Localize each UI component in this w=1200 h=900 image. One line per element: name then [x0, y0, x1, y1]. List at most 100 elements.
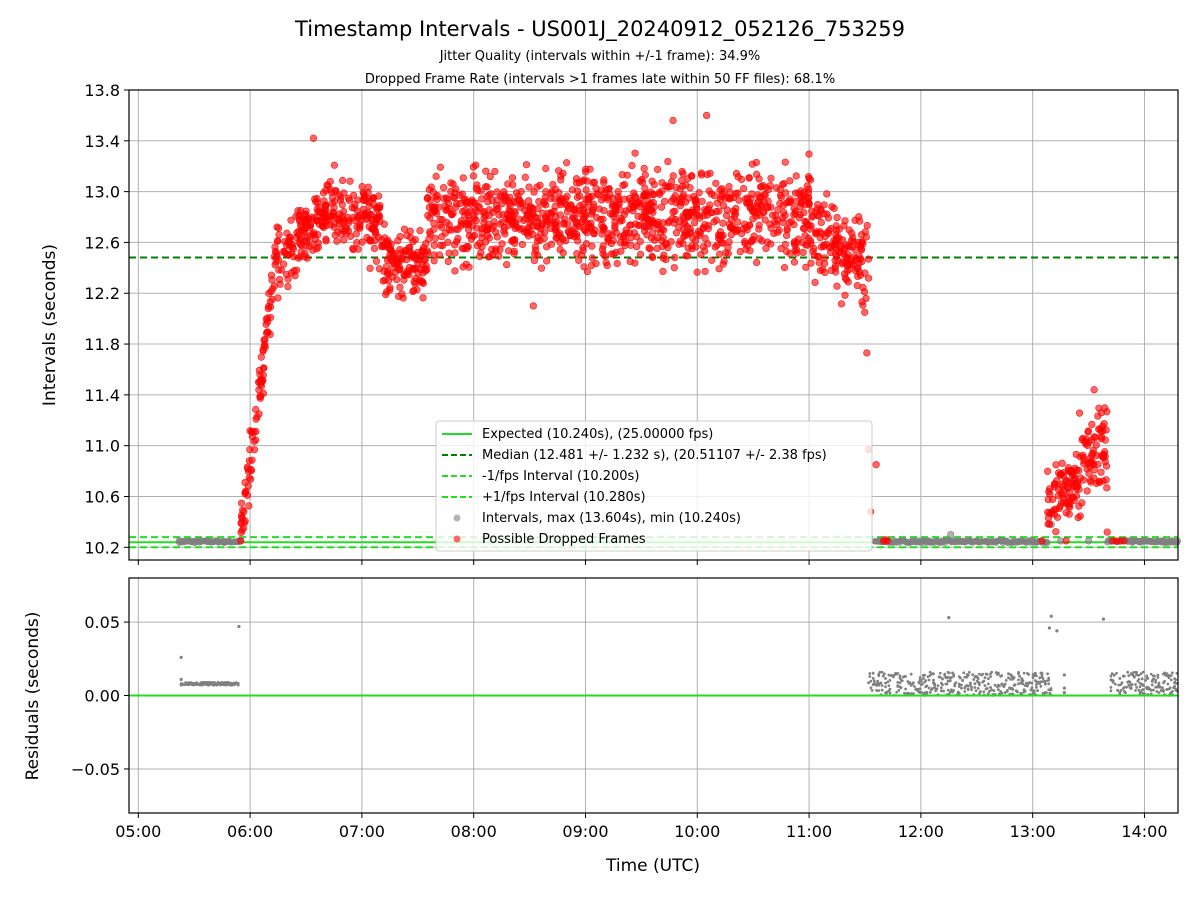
dropped-frame-point-1493: [683, 209, 691, 217]
dropped-frame-point-41: [246, 446, 254, 454]
top-plot-frame: [128, 89, 1179, 561]
residual-point-667: [179, 655, 183, 659]
dropped-frame-point-1652: [854, 272, 862, 281]
residual-point-612: [1153, 674, 1156, 678]
residual-point-207: [904, 675, 907, 678]
residual-point-234: [919, 690, 923, 694]
dropped-frame-point-1479: [650, 219, 658, 227]
dropped-frame-point-1833: [1095, 477, 1103, 485]
dropped-frame-point-888: [752, 258, 761, 266]
dropped-frame-point-1830: [1101, 457, 1109, 466]
dropped-frame-point-707: [638, 178, 647, 186]
dropped-frame-point-1334: [444, 238, 452, 246]
dropped-frame-point-1556: [837, 300, 846, 308]
dropped-frame-point-1180: [540, 228, 549, 237]
dropped-frame-point-1490: [582, 240, 591, 248]
dropped-frame-point-232: [306, 224, 314, 232]
dropped-frame-point-1827: [1085, 469, 1093, 478]
dropped-frame-point-1521: [761, 191, 769, 199]
residual-point-283: [941, 677, 944, 681]
legend-intervals-label: Intervals, max (13.604s), min (10.240s): [482, 511, 741, 526]
dropped-frame-point-1822: [1084, 428, 1092, 436]
residual-point-140: [868, 675, 872, 678]
residual-point-405: [1000, 674, 1004, 678]
dropped-frame-point-1459: [591, 226, 599, 234]
dropped-frame-point-919: [761, 216, 769, 224]
top-y-ticks: 10.2 10.6 11.0 11.4 11.8 12.2 12.6 13.0 13.4 13.8: [84, 81, 129, 557]
dropped-frame-point-1315: [459, 263, 467, 271]
residual-point-675: [1062, 686, 1066, 690]
dropped-frame-point-88: [237, 519, 245, 528]
residual-point-339: [966, 688, 970, 691]
dropped-frame-point-1176: [600, 176, 608, 184]
dropped-frame-point-1636: [805, 174, 813, 183]
residual-point-310: [952, 673, 956, 677]
dropped-frame-point-1563: [863, 221, 871, 230]
x-tick-label-7: 12:00: [898, 822, 944, 841]
dropped-frame-point-1341: [476, 252, 484, 261]
dropped-frame-point-1673: [835, 225, 843, 233]
dropped-frame-point-1804: [1078, 499, 1086, 507]
residual-point-639: [1165, 687, 1169, 691]
residual-point-194: [896, 684, 900, 688]
dropped-frame-point-1719: [1044, 467, 1052, 475]
dropped-frame-point-1751: [1072, 492, 1081, 500]
dropped-frame-point-1246: [473, 208, 481, 216]
dropped-frame-point-1408: [622, 207, 630, 215]
legend-expected-label: Expected (10.240s), (25.00000 fps): [482, 427, 713, 442]
dropped-frame-point-1027: [732, 169, 741, 178]
residual-point-545: [1122, 674, 1126, 678]
dropped-frame-point-144: [284, 282, 292, 291]
dropped-frame-point-892: [779, 218, 787, 226]
dropped-frame-point-1634: [833, 282, 841, 290]
dropped-frame-point-1468: [473, 242, 481, 250]
dropped-frame-point-1264: [719, 260, 727, 268]
dropped-frame-point-1224: [712, 216, 720, 224]
dropped-frame-point-1856: [1038, 537, 1046, 545]
x-tick-label-0: 05:00: [115, 822, 161, 841]
residual-point-139: [867, 681, 871, 685]
dropped-frame-point-1416: [689, 211, 697, 220]
dropped-frame-point-1206: [504, 180, 512, 188]
residual-point-530: [1113, 682, 1117, 686]
residual-point-396: [996, 672, 1000, 676]
residual-point-492: [1038, 676, 1042, 680]
dropped-frame-point-444: [410, 277, 418, 286]
dropped-frame-point-1442: [692, 200, 700, 208]
dropped-frame-point-196: [274, 256, 282, 264]
residual-point-594: [1145, 674, 1149, 678]
dropped-frame-point-484: [413, 286, 421, 294]
dropped-frame-point-435: [403, 231, 411, 240]
residual-point-512: [1047, 678, 1051, 682]
dropped-frame-point-1216: [522, 161, 531, 169]
residual-point-638: [1165, 672, 1169, 676]
dropped-frame-point-1220: [616, 217, 624, 225]
dropped-frame-point-1449: [581, 210, 589, 218]
residual-point-478: [1032, 689, 1036, 693]
dropped-frame-point-1469: [723, 206, 731, 214]
dropped-frame-point-1503: [513, 223, 521, 231]
dropped-frame-point-1447: [532, 213, 540, 221]
residual-point-549: [1126, 670, 1130, 674]
dropped-frame-point-1023: [447, 226, 455, 234]
residual-point-580: [1139, 690, 1143, 694]
dropped-frame-point-1338: [556, 245, 564, 254]
dropped-frame-point-1115: [445, 249, 453, 257]
residual-point-253: [927, 678, 931, 682]
residual-point-437: [1013, 683, 1017, 687]
dropped-frame-point-207: [272, 248, 280, 257]
residual-point-652: [1171, 689, 1174, 693]
dropped-frame-point-1676: [834, 233, 842, 241]
dropped-frame-point-1002: [508, 174, 517, 182]
dropped-frame-point-830: [433, 195, 441, 204]
residual-point-164: [880, 670, 884, 674]
dropped-frame-point-1455: [451, 189, 459, 197]
residual-point-527: [1111, 680, 1115, 684]
dropped-frame-point-1352: [662, 182, 670, 190]
residual-point-463: [1026, 684, 1029, 688]
x-tick-label-2: 07:00: [339, 822, 385, 841]
dropped-frame-point-1286: [696, 214, 704, 222]
residual-point-174: [885, 690, 888, 694]
dropped-frame-point-1501: [690, 218, 699, 227]
dropped-frame-point-1141: [669, 208, 677, 216]
